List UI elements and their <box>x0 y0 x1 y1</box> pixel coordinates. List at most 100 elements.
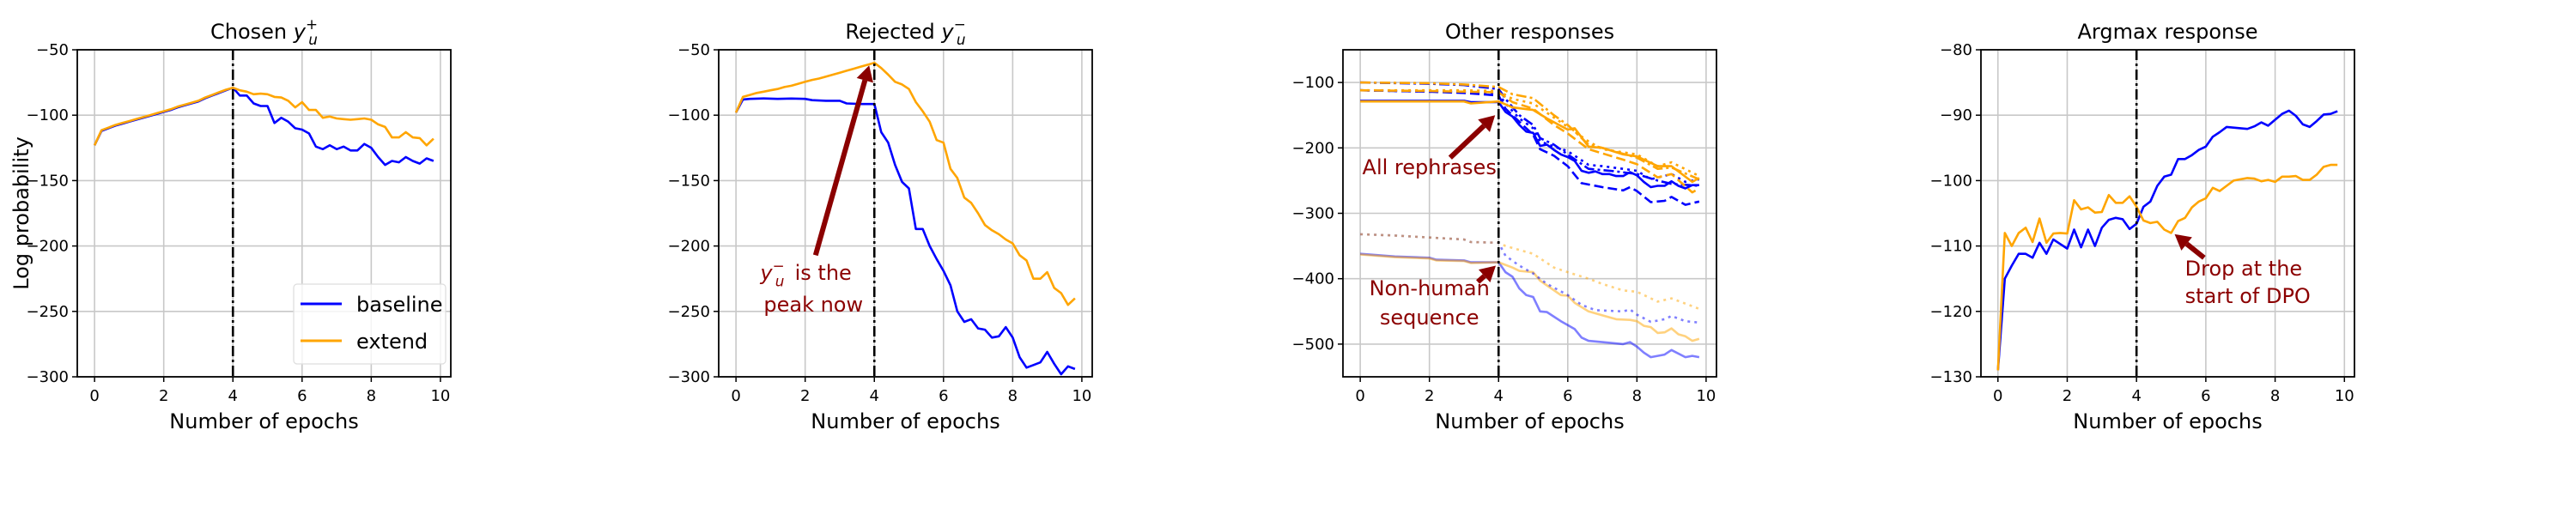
y-tick-label: −200 <box>27 238 69 256</box>
math-label: Other responses <box>1445 20 1614 44</box>
axes-frame <box>1342 49 1717 378</box>
annotation-arrow <box>1448 124 1486 160</box>
y-tick-label: −150 <box>27 172 69 190</box>
annotation-text: Non-human <box>1370 276 1490 300</box>
axes-frame <box>1980 49 2355 378</box>
x-tick-label: 8 <box>1008 387 1018 405</box>
x-tick-label: 10 <box>1072 387 1091 405</box>
x-tick-label: 8 <box>1632 387 1642 405</box>
y-tick-label: −110 <box>1930 238 1972 256</box>
series-line-extend <box>734 61 1076 306</box>
title-text: Chosen <box>210 20 287 44</box>
series-line-baseline <box>1996 109 2338 371</box>
math-label: y− u <box>759 257 784 289</box>
y-tick-label: −50 <box>36 41 69 59</box>
subplot-1: 0 2 4 6 8 10 −300 −250 −200 −150 −100 −50 Chosen y+ u… <box>9 15 452 433</box>
y-tick-label: −130 <box>1930 368 1972 386</box>
x-tick-label: 6 <box>939 387 948 405</box>
x-tick-label: 10 <box>1696 387 1716 405</box>
axes-frame <box>76 49 452 378</box>
x-axis-label: Number of epochs <box>1435 409 1624 433</box>
math-sub: u <box>775 272 785 289</box>
y-tick-label: −200 <box>1292 139 1334 157</box>
x-tick-label: 0 <box>1993 387 2002 405</box>
math-sub: u <box>957 31 966 48</box>
annotation-text: start of DPO <box>2185 284 2311 308</box>
math-label: Argmax response <box>2077 20 2257 44</box>
x-tick-label: 6 <box>1563 387 1572 405</box>
series-line-extend <box>93 86 434 147</box>
y-tick-label: −100 <box>668 106 710 124</box>
y-tick-label: −120 <box>1930 303 1972 321</box>
title-text: Argmax response <box>2077 20 2257 44</box>
y-tick-label: −500 <box>1292 336 1334 354</box>
series-line-s11 <box>1360 233 1700 311</box>
annotation-text: Drop at the <box>2185 257 2303 281</box>
annotation-arrow <box>1476 274 1486 284</box>
math-sub: u <box>308 31 318 48</box>
x-tick-label: 0 <box>731 387 740 405</box>
series-line-s7 <box>1360 81 1700 181</box>
legend-label: baseline <box>356 293 443 317</box>
annotation-text: All rephrases <box>1363 155 1497 179</box>
x-tick-label: 2 <box>2063 387 2072 405</box>
math-label: Chosen y+ u <box>210 15 318 48</box>
series-line-s1 <box>1360 88 1700 206</box>
x-axis-label: Number of epochs <box>2073 409 2262 433</box>
y-tick-label: −80 <box>1940 41 1972 59</box>
arrow-head-icon <box>2174 233 2192 251</box>
arrow-head-icon <box>856 65 873 83</box>
annotation-arrow <box>2184 241 2206 260</box>
y-tick-label: −100 <box>1930 172 1972 190</box>
math-sup: + <box>306 15 318 33</box>
y-tick-label: −300 <box>668 368 710 386</box>
axes-frame <box>718 49 1093 378</box>
y-tick-label: −100 <box>27 106 69 124</box>
legend: baseline extend <box>293 283 447 365</box>
arrow-head-icon <box>1478 115 1496 132</box>
x-tick-label: 8 <box>367 387 376 405</box>
y-tick-label: −200 <box>668 238 710 256</box>
subplot-4: 0 2 4 6 8 10 −130 −120 −110 −100 −90 −80 Argmax resp… <box>1930 20 2355 433</box>
x-tick-label: 2 <box>800 387 810 405</box>
x-tick-label: 8 <box>2270 387 2280 405</box>
math-var: y <box>940 20 954 44</box>
x-tick-label: 0 <box>1355 387 1364 405</box>
x-tick-label: 10 <box>2335 387 2354 405</box>
series-line-s0 <box>1360 100 1699 190</box>
x-tick-label: 4 <box>1494 387 1504 405</box>
y-tick-label: −300 <box>1292 205 1334 223</box>
math-var: y <box>759 261 773 285</box>
annotation-text: sequence <box>1380 306 1479 330</box>
x-tick-label: 6 <box>297 387 307 405</box>
x-tick-label: 6 <box>2201 387 2210 405</box>
y-tick-label: −50 <box>677 41 710 59</box>
y-tick-label: −250 <box>27 303 69 321</box>
annotation-arrow <box>812 79 868 257</box>
series-line-s10 <box>1360 233 1700 324</box>
x-tick-label: 4 <box>2131 387 2141 405</box>
x-axis-label: Number of epochs <box>811 409 999 433</box>
series-line-s9 <box>1360 253 1700 342</box>
series-line-s2 <box>1360 88 1700 184</box>
y-tick-label: −400 <box>1292 270 1334 288</box>
subplot-2: 0 2 4 6 8 10 −300 −250 −200 −150 −100 −50 Rejected y… <box>668 15 1093 433</box>
y-axis-label: Log probability <box>9 136 33 290</box>
x-tick-label: 2 <box>1425 387 1434 405</box>
series-line-s5 <box>1360 88 1700 194</box>
arrow-head-icon <box>1478 265 1497 282</box>
x-tick-label: 0 <box>89 387 99 405</box>
y-tick-label: −150 <box>668 172 710 190</box>
annotation-text: is the <box>795 261 852 285</box>
title-text: Rejected <box>845 20 934 44</box>
x-tick-label: 2 <box>159 387 168 405</box>
series-line-baseline <box>734 97 1076 376</box>
series-line-extend <box>1996 163 2338 371</box>
y-tick-label: −250 <box>668 303 710 321</box>
series-line-s3 <box>1360 81 1699 187</box>
annotation-text: peak now <box>763 293 863 317</box>
x-tick-label: 4 <box>228 387 238 405</box>
math-sup: − <box>773 257 785 274</box>
math-var: y <box>293 20 307 44</box>
